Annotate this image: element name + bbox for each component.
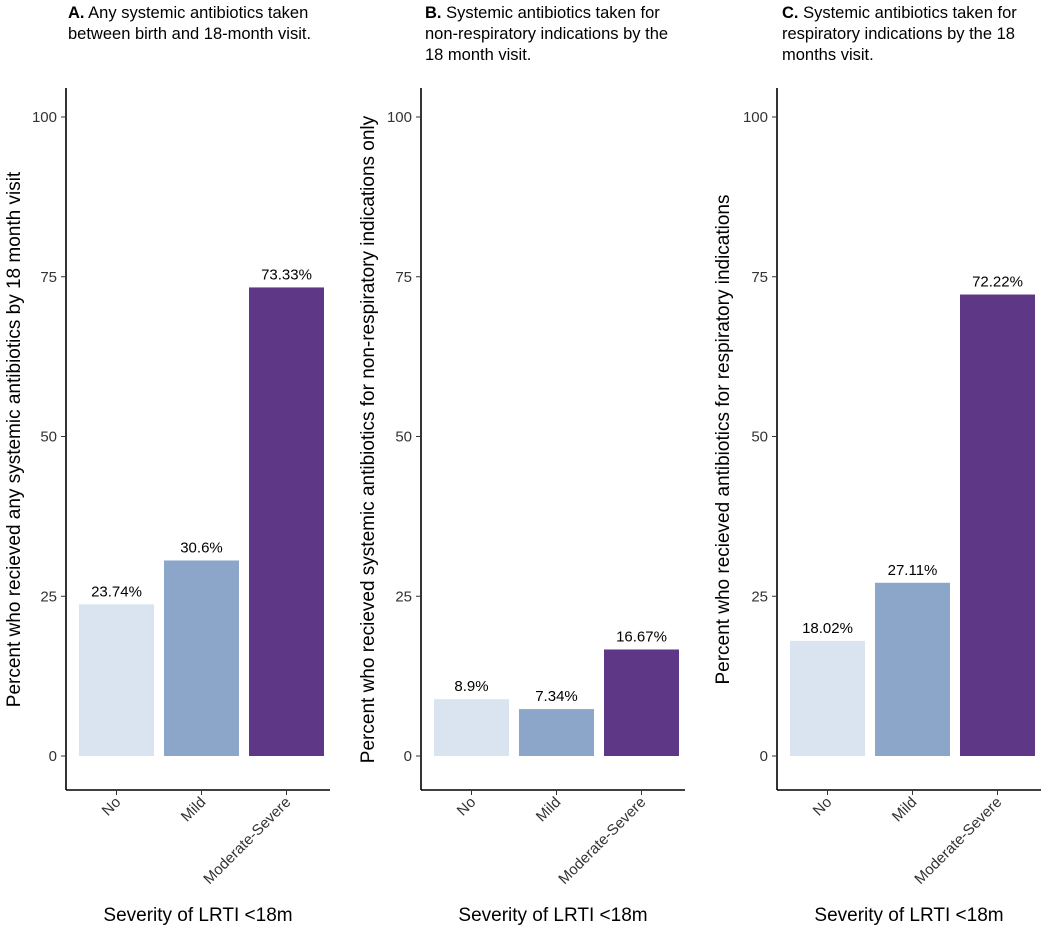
panel-c: C. Systemic antibiotics taken for respira… xyxy=(713,4,1041,926)
panel-c-x-tick-label: Moderate-Severe xyxy=(911,794,1005,888)
panel-c-data-label: 27.11% xyxy=(888,562,938,579)
panel-a-x-axis-title: Severity of LRTI <18m xyxy=(103,905,292,926)
panel-c-bar-mild xyxy=(875,582,950,756)
panel-b-x-tick-label: No xyxy=(454,794,480,820)
panel-c-y-axis-title: Percent who recieved antibiotics for res… xyxy=(713,194,734,684)
panel-b-title-line: B. Systemic antibiotics taken for xyxy=(425,4,660,22)
panel-b-y-tick-label: 75 xyxy=(395,269,412,286)
panel-a-title: A. Any systemic antibiotics taken between… xyxy=(68,4,311,43)
panel-a-x-tick-label: Mild xyxy=(178,794,209,825)
panel-c-x-axis-title: Severity of LRTI <18m xyxy=(814,905,1003,926)
panel-b-title-line: non-respiratory indications by the xyxy=(425,25,668,43)
panel-a-bar-mild xyxy=(164,560,239,756)
panel-b-data-label: 8.9% xyxy=(454,678,488,695)
panel-c-y-tick-label: 100 xyxy=(743,109,768,126)
panel-c-data-label: 18.02% xyxy=(802,620,853,637)
panel-c-data-label: 72.22% xyxy=(972,274,1023,291)
panel-b-data-label: 7.34% xyxy=(535,688,578,705)
panel-b-panel-letter: B. xyxy=(425,4,442,22)
panel-a-data-label: 23.74% xyxy=(91,583,142,600)
panel-b: B. Systemic antibiotics taken for non-res… xyxy=(358,4,685,926)
panel-a-y-tick-label: 100 xyxy=(32,109,57,126)
panel-a-x-tick-label: No xyxy=(99,794,125,820)
panel-b-y-tick-label: 100 xyxy=(387,109,412,126)
panel-a-y-tick-label: 75 xyxy=(40,269,57,286)
panel-c-title: C. Systemic antibiotics taken for respira… xyxy=(782,4,1017,64)
panel-c-title-text: Systemic antibiotics taken for xyxy=(799,4,1018,22)
panel-c-title-line: C. Systemic antibiotics taken for xyxy=(782,4,1017,22)
panel-a: A. Any systemic antibiotics taken between… xyxy=(4,4,330,926)
panel-c-x-tick-label: No xyxy=(810,794,836,820)
panel-a-data-label: 73.33% xyxy=(261,266,312,283)
panel-c-y-tick-label: 75 xyxy=(751,269,768,286)
panel-b-bar-mild xyxy=(519,709,594,756)
panel-a-y-tick-label: 0 xyxy=(49,748,57,765)
panel-a-title-line: between birth and 18-month visit. xyxy=(68,25,311,43)
panel-c-panel-letter: C. xyxy=(782,4,799,22)
panel-b-y-axis-title: Percent who recieved systemic antibiotic… xyxy=(358,115,379,763)
panel-b-title-line: 18 month visit. xyxy=(425,46,531,64)
panel-b-data-label: 16.67% xyxy=(616,628,667,645)
panel-a-y-axis-title: Percent who recieved any systemic antibi… xyxy=(4,171,25,707)
panel-c-bar-moderate-severe xyxy=(960,294,1035,756)
panel-b-title-text: Systemic antibiotics taken for xyxy=(442,4,661,22)
panel-a-title-text: Any systemic antibiotics taken xyxy=(85,4,309,22)
panel-b-bar-moderate-severe xyxy=(604,649,679,756)
panel-a-y-tick-label: 50 xyxy=(40,429,57,446)
panel-b-bar-no xyxy=(434,699,509,756)
panel-a-data-label: 30.6% xyxy=(180,539,223,556)
panel-c-title-line: months visit. xyxy=(782,46,874,64)
panel-c-title-line: respiratory indications by the 18 xyxy=(782,25,1015,43)
panel-b-y-tick-label: 25 xyxy=(395,588,412,605)
panel-c-bar-no xyxy=(790,640,865,756)
panel-b-title: B. Systemic antibiotics taken for non-res… xyxy=(425,4,668,64)
panel-b-x-tick-label: Moderate-Severe xyxy=(555,794,649,888)
panel-c-y-tick-label: 25 xyxy=(751,588,768,605)
panel-b-x-tick-label: Mild xyxy=(533,794,564,825)
panel-a-bar-moderate-severe xyxy=(249,287,324,756)
panel-b-x-axis-title: Severity of LRTI <18m xyxy=(458,905,647,926)
panel-a-y-tick-label: 25 xyxy=(40,588,57,605)
panel-b-y-tick-label: 50 xyxy=(395,429,412,446)
panel-a-panel-letter: A. xyxy=(68,4,85,22)
panel-c-x-tick-label: Mild xyxy=(889,794,920,825)
panel-a-bar-no xyxy=(79,604,154,756)
panel-b-y-tick-label: 0 xyxy=(404,748,412,765)
panel-a-title-line: A. Any systemic antibiotics taken xyxy=(68,4,308,22)
panel-c-y-tick-label: 0 xyxy=(760,748,768,765)
panel-a-x-tick-label: Moderate-Severe xyxy=(200,794,294,888)
panel-c-y-tick-label: 50 xyxy=(751,429,768,446)
